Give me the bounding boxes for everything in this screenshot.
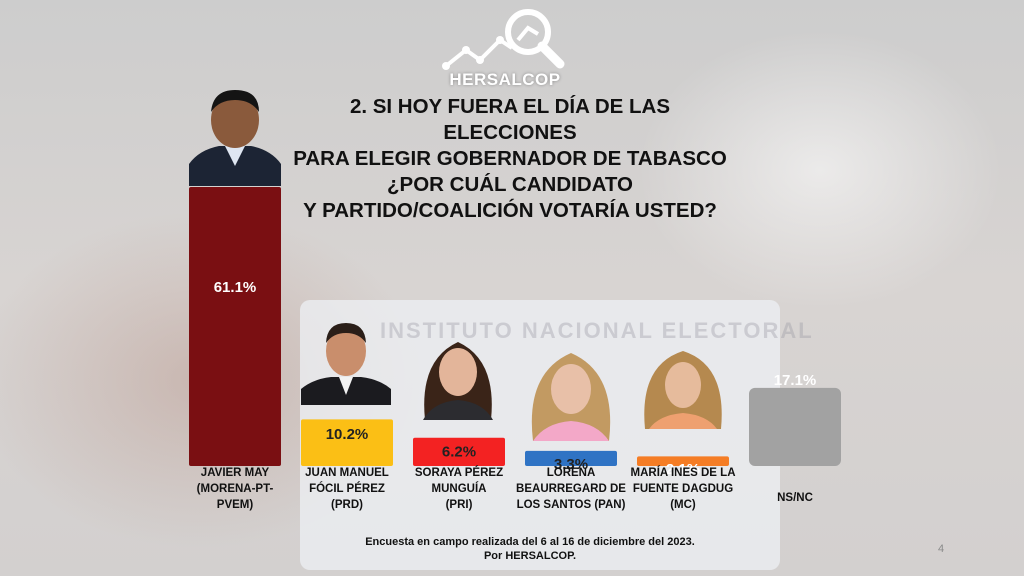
bar: [301, 419, 393, 466]
category-label: JAVIER MAY: [201, 467, 270, 479]
category-label: (MORENA-PT-: [197, 483, 274, 495]
title-line: ¿POR CUÁL CANDIDATO: [387, 173, 633, 196]
title-line: PARA ELEGIR GOBERNADOR DE TABASCO: [293, 147, 727, 170]
footnote-line: Por HERSALCOP.: [483, 550, 577, 562]
voter-card-text: INSTITUTO NACIONAL ELECTORAL: [380, 318, 814, 343]
category-label: PVEM): [217, 499, 254, 511]
candidate-photo-lorena-beaurregard: [531, 353, 611, 441]
bar: [189, 187, 281, 466]
logo-magnifier-icon: [442, 9, 565, 70]
category-label: FUENTE DAGDUG: [633, 483, 733, 495]
category-label: SORAYA PÉREZ: [415, 466, 503, 479]
category-label: MARÍA INES DE LA: [631, 466, 736, 479]
category-label: NS/NC: [777, 492, 813, 504]
category-label: JUAN MANUEL: [305, 467, 389, 479]
data-label: 61.1%: [214, 279, 257, 296]
candidate-photo-javier-may: [189, 90, 281, 186]
chart-title: 2. SI HOY FUERA EL DÍA DE LAS ELECCIONES…: [290, 94, 730, 224]
bar: [413, 437, 505, 466]
data-label: 6.2%: [442, 443, 476, 460]
category-label: MUNGUÍA: [432, 482, 487, 495]
bar: [749, 387, 841, 466]
title-line: 2. SI HOY FUERA EL DÍA DE LAS ELECCIONES: [349, 95, 671, 144]
candidate-photo-juan-manuel: [301, 323, 391, 405]
category-label: (PRI): [446, 499, 473, 511]
candidate-photo-maria-ines: [644, 351, 722, 429]
footnote-line: Encuesta en campo realizada del 6 al 16 …: [365, 536, 695, 548]
logo-text: HERSALCOP: [449, 70, 561, 89]
category-label: LOS SANTOS (PAN): [517, 499, 626, 511]
data-label: 10.2%: [326, 426, 369, 443]
category-label: (MC): [670, 499, 696, 511]
bar: [637, 456, 729, 466]
category-label: LORENA: [547, 467, 596, 479]
footnote: Encuesta en campo realizada del 6 al 16 …: [320, 535, 740, 563]
category-label: (PRD): [331, 499, 363, 511]
page-number: 4: [938, 543, 945, 555]
data-label: 17.1%: [774, 372, 817, 389]
candidate-photo-soraya-perez: [423, 342, 493, 420]
bar: [525, 450, 617, 466]
category-label: BEAURREGARD DE: [516, 483, 626, 495]
data-label: 3.3%: [554, 456, 588, 473]
title-line: Y PARTIDO/COALICIÓN VOTARÍA USTED?: [303, 199, 717, 222]
category-label: FÓCIL PÉREZ: [309, 482, 385, 495]
data-label: 2.1%: [666, 461, 700, 478]
